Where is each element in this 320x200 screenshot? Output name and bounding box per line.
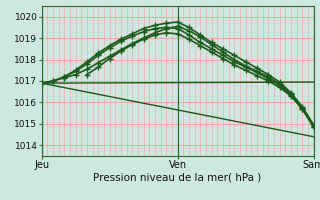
X-axis label: Pression niveau de la mer( hPa ): Pression niveau de la mer( hPa ) xyxy=(93,173,262,183)
